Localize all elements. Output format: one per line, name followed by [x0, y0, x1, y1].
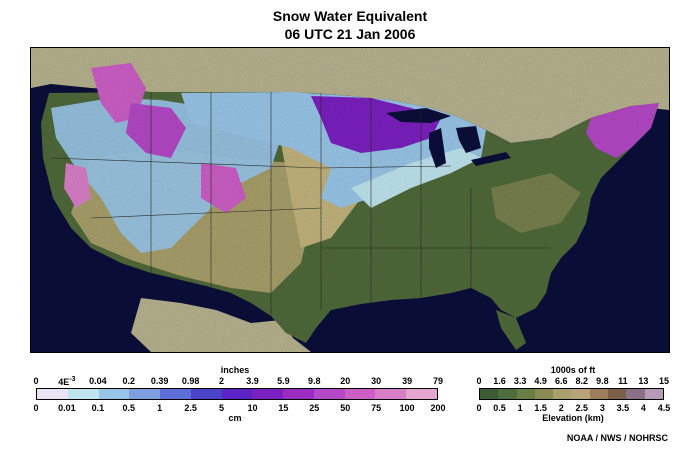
- swe-top-label: 4E-3: [58, 376, 76, 387]
- elev-swatch: [626, 389, 645, 399]
- swe-swatch: [98, 389, 130, 399]
- elev-top-label: 15: [658, 376, 669, 386]
- swe-top-label: 9.8: [308, 376, 321, 386]
- elevation-unit-km: Elevation (km): [542, 413, 604, 423]
- swe-bottom-label: 1: [157, 403, 163, 413]
- swe-swatch: [283, 389, 314, 399]
- map-subtitle: 06 UTC 21 Jan 2006: [284, 26, 416, 42]
- swe-swatch: [313, 389, 345, 399]
- elev-swatch: [608, 389, 627, 399]
- elev-bottom-label: 1.5: [534, 403, 547, 413]
- swe-unit-inches: inches: [220, 365, 250, 375]
- swe-swatch: [67, 389, 99, 399]
- swe-bottom-label: 10: [247, 403, 258, 413]
- swe-bottom-label: 75: [371, 403, 382, 413]
- swe-swatch: [344, 389, 376, 399]
- elev-swatch: [553, 389, 572, 399]
- swe-bottom-label: 0: [33, 403, 39, 413]
- elev-top-label: 4.9: [534, 376, 547, 386]
- map-graphic: [31, 48, 669, 352]
- swe-swatch: [221, 389, 253, 399]
- map-title: Snow Water Equivalent: [272, 8, 428, 24]
- elev-bottom-label: 3: [599, 403, 605, 413]
- swe-bottom-label: 0.5: [122, 403, 136, 413]
- swe-bottom-label: 200: [430, 403, 446, 413]
- elev-top-label: 0: [476, 376, 482, 386]
- swe-top-label: 30: [371, 376, 382, 386]
- elev-bottom-label: 2: [558, 403, 564, 413]
- swe-swatch: [37, 389, 68, 399]
- swe-exponent: -3: [69, 376, 76, 383]
- elev-bottom-label: 4.5: [657, 403, 671, 413]
- swe-swatch: [129, 389, 161, 399]
- swe-top-label: 0.2: [122, 376, 136, 386]
- swe-top-label: 39: [402, 376, 413, 386]
- elev-top-label: 6.6: [554, 376, 568, 386]
- elev-swatch: [498, 389, 517, 399]
- swe-colorbar: [36, 388, 438, 400]
- elev-swatch: [516, 389, 535, 399]
- elev-top-label: 1.6: [493, 376, 506, 386]
- elev-bottom-label: 4: [640, 403, 646, 413]
- elev-bottom-label: 0.5: [493, 403, 506, 413]
- swe-bottom-label: 2.5: [184, 403, 197, 413]
- elev-bottom-label: 1: [517, 403, 523, 413]
- swe-top-label: 0.04: [89, 376, 107, 386]
- swe-bottom-label: 15: [278, 403, 289, 413]
- swe-top-label: 5.9: [277, 376, 290, 386]
- swe-bottom-label: 5: [219, 403, 225, 413]
- swe-top-label: 3.9: [246, 376, 259, 386]
- elev-top-label: 9.8: [596, 376, 609, 386]
- swe-swatch: [375, 389, 407, 399]
- swe-bottom-label: 0.01: [58, 403, 76, 413]
- swe-top-label: 0.39: [150, 376, 169, 386]
- elev-swatch: [589, 389, 609, 399]
- swe-bottom-label: 0.1: [91, 403, 105, 413]
- swe-swatch: [190, 389, 222, 399]
- elev-top-label: 13: [638, 376, 649, 386]
- elev-bottom-label: 2.5: [575, 403, 589, 413]
- swe-top-label: 2: [219, 376, 225, 386]
- elev-top-label: 3.3: [513, 376, 527, 386]
- swe-top-label: 79: [432, 376, 443, 386]
- swe-unit-cm: cm: [228, 413, 242, 423]
- swe-bottom-label: 100: [399, 403, 415, 413]
- elev-swatch: [571, 389, 590, 399]
- elev-bottom-label: 3.5: [616, 403, 630, 413]
- elevation-colorbar: [479, 388, 664, 400]
- swe-bottom-label: 25: [309, 403, 320, 413]
- swe-swatch: [406, 389, 437, 399]
- credit-text: NOAA / NWS / NOHRSC: [566, 433, 668, 443]
- swe-swatch: [252, 389, 284, 399]
- swe-top-label: 0.98: [181, 376, 200, 386]
- elev-swatch: [480, 389, 499, 399]
- elevation-unit-ft: 1000s of ft: [550, 365, 596, 375]
- swe-top-label: 20: [340, 376, 351, 386]
- elev-top-label: 11: [618, 376, 628, 386]
- terrain-texture: [31, 48, 669, 352]
- snow-water-equivalent-map: [30, 47, 670, 353]
- swe-top-label: 0: [33, 376, 39, 386]
- swe-bottom-label: 50: [340, 403, 351, 413]
- elev-bottom-label: 0: [476, 403, 482, 413]
- elev-swatch: [534, 389, 554, 399]
- swe-swatch: [160, 389, 191, 399]
- elev-swatch: [644, 389, 663, 399]
- elev-top-label: 8.2: [575, 376, 589, 386]
